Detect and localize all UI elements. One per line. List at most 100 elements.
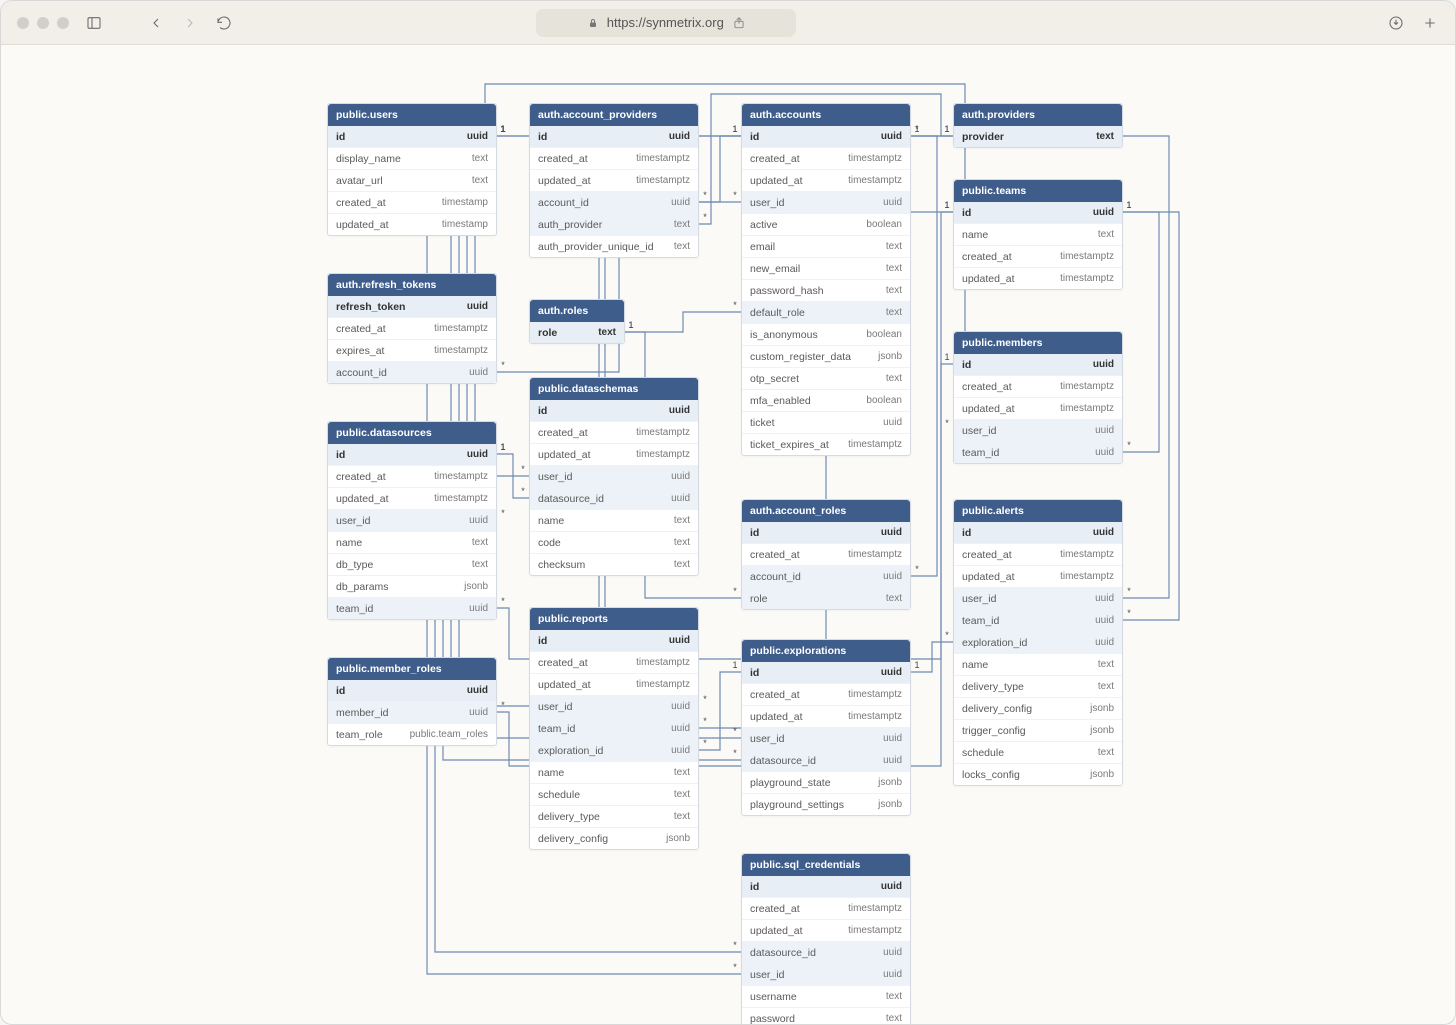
column-name: user_id xyxy=(750,197,784,209)
column-id: iduuid xyxy=(530,126,698,148)
column-type: text xyxy=(886,373,902,385)
zoom-dot-icon[interactable] xyxy=(57,17,69,29)
column-type: text xyxy=(886,593,902,605)
svg-text:*: * xyxy=(915,124,919,134)
column-name: datasource_id xyxy=(750,755,816,767)
column-type: timestamp xyxy=(442,219,488,231)
column-name: user_id xyxy=(962,593,996,605)
column-avatar_url: avatar_urltext xyxy=(328,170,496,192)
column-name: datasource_id xyxy=(538,493,604,505)
back-icon[interactable] xyxy=(147,14,165,32)
share-icon[interactable] xyxy=(732,16,746,30)
column-name: created_at xyxy=(962,549,1012,561)
column-type: text xyxy=(886,285,902,297)
entity-public_dataschemas: public.dataschemasiduuidcreated_attimest… xyxy=(529,377,699,576)
column-type: public.team_roles xyxy=(410,729,488,741)
column-schedule: scheduletext xyxy=(530,784,698,806)
svg-text:1: 1 xyxy=(944,352,949,362)
column-type: uuid xyxy=(1095,447,1114,459)
entity-auth_account_providers: auth.account_providersiduuidcreated_atti… xyxy=(529,103,699,258)
column-type: timestamptz xyxy=(848,903,902,915)
column-id: iduuid xyxy=(954,522,1122,544)
svg-text:*: * xyxy=(501,360,505,370)
column-type: text xyxy=(674,241,690,253)
column-password_hash: password_hash text xyxy=(742,280,910,302)
svg-text:*: * xyxy=(703,716,707,726)
column-name: datasource_id xyxy=(750,947,816,959)
column-name: updated_at xyxy=(750,175,803,187)
column-created_at: created_attimestamp xyxy=(328,192,496,214)
column-id: iduuid xyxy=(742,662,910,684)
column-name: role xyxy=(538,327,557,339)
column-name: created_at xyxy=(538,427,588,439)
column-type: timestamptz xyxy=(848,549,902,561)
column-type: text xyxy=(1098,747,1114,759)
column-type: text xyxy=(886,241,902,253)
column-locks_config: locks_configjsonb xyxy=(954,764,1122,785)
reload-icon[interactable] xyxy=(215,14,233,32)
column-type: text xyxy=(674,537,690,549)
downloads-icon[interactable] xyxy=(1387,14,1405,32)
column-name: user_id xyxy=(336,515,370,527)
svg-text:1: 1 xyxy=(1126,200,1131,210)
column-type: uuid xyxy=(671,471,690,483)
column-password: passwordtext xyxy=(742,1008,910,1024)
entity-header: auth.accounts xyxy=(742,104,910,126)
column-name: expires_at xyxy=(336,345,384,357)
column-type: boolean xyxy=(866,329,902,341)
entity-header: public.datasources xyxy=(328,422,496,444)
column-name: created_at xyxy=(336,323,386,335)
column-id: iduuid xyxy=(328,444,496,466)
column-name: created_at xyxy=(962,381,1012,393)
column-created_at: created_attimestamptz xyxy=(530,148,698,170)
column-user_id: user_iduuid xyxy=(954,420,1122,442)
column-updated_at: updated_attimestamptz xyxy=(530,674,698,696)
column-name: refresh_token xyxy=(336,301,405,313)
column-type: text xyxy=(886,263,902,275)
entity-header: public.reports xyxy=(530,608,698,630)
new-tab-icon[interactable] xyxy=(1421,14,1439,32)
column-db_type: db_typetext xyxy=(328,554,496,576)
column-type: uuid xyxy=(671,723,690,735)
column-name: name xyxy=(962,229,988,241)
svg-text:1: 1 xyxy=(732,660,737,670)
column-created_at: created_attimestamptz xyxy=(742,148,910,170)
entity-header: public.alerts xyxy=(954,500,1122,522)
url-bar[interactable]: https://synmetrix.org xyxy=(536,9,796,37)
lock-icon xyxy=(587,17,599,29)
forward-icon[interactable] xyxy=(181,14,199,32)
column-name: checksum xyxy=(538,559,585,571)
svg-text:*: * xyxy=(733,586,737,596)
column-name: password_hash xyxy=(750,285,824,297)
entity-header: auth.account_roles xyxy=(742,500,910,522)
column-name: provider xyxy=(962,131,1004,143)
column-team_id: team_iduuid xyxy=(530,718,698,740)
column-user_id: user_iduuid xyxy=(530,696,698,718)
sidebar-toggle-icon[interactable] xyxy=(85,14,103,32)
column-name: display_name xyxy=(336,153,401,165)
column-type: uuid xyxy=(883,733,902,745)
column-id: iduuid xyxy=(742,522,910,544)
svg-text:1: 1 xyxy=(500,124,505,134)
column-team_id: team_iduuid xyxy=(954,442,1122,463)
svg-text:1: 1 xyxy=(500,124,505,134)
minimize-dot-icon[interactable] xyxy=(37,17,49,29)
column-name: id xyxy=(538,405,547,417)
svg-text:*: * xyxy=(521,464,525,474)
close-dot-icon[interactable] xyxy=(17,17,29,29)
column-name: avatar_url xyxy=(336,175,383,187)
entity-header: auth.account_providers xyxy=(530,104,698,126)
svg-text:*: * xyxy=(501,596,505,606)
column-type: timestamptz xyxy=(1060,571,1114,583)
column-id: iduuid xyxy=(954,202,1122,224)
column-trigger_config: trigger_configjsonb xyxy=(954,720,1122,742)
entity-header: auth.roles xyxy=(530,300,624,322)
column-name: schedule xyxy=(538,789,580,801)
column-name: delivery_type xyxy=(538,811,600,823)
column-id: iduuid xyxy=(742,126,910,148)
svg-text:*: * xyxy=(1127,586,1131,596)
svg-text:*: * xyxy=(945,630,949,640)
column-type: uuid xyxy=(883,755,902,767)
column-name: created_at xyxy=(750,903,800,915)
column-id: iduuid xyxy=(954,354,1122,376)
